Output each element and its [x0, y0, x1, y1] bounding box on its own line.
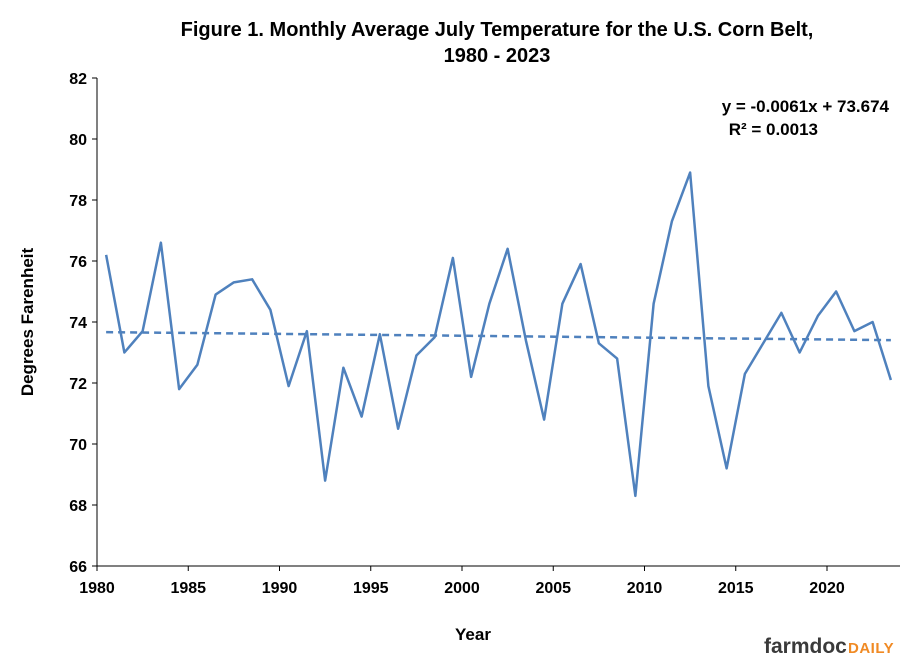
y-tick-label: 66	[69, 559, 87, 576]
brand-logo-daily: DAILY	[848, 640, 894, 657]
y-tick-label: 80	[69, 132, 87, 149]
x-tick-label: 2005	[535, 580, 571, 597]
trendline-r-squared: R² = 0.0013	[729, 120, 818, 139]
y-tick-label: 68	[69, 498, 87, 515]
y-tick-label: 72	[69, 376, 87, 393]
y-tick-label: 78	[69, 193, 87, 210]
x-tick-label: 1985	[170, 580, 206, 597]
x-tick-label: 2020	[809, 580, 845, 597]
x-tick-label: 1990	[262, 580, 298, 597]
chart-title-line-2: 1980 - 2023	[444, 45, 551, 67]
y-axis-title: Degrees Farenheit	[18, 247, 37, 396]
x-tick-label: 1980	[79, 580, 115, 597]
brand-logo-farmdoc: farmdoc	[764, 635, 847, 658]
y-tick-label: 70	[69, 437, 87, 454]
x-tick-label: 2010	[627, 580, 663, 597]
series-line-temperature	[104, 171, 893, 498]
x-tick-label: 1995	[353, 580, 389, 597]
brand-logo: farmdoc DAILY	[764, 635, 894, 658]
y-tick-label: 74	[69, 315, 87, 332]
x-tick-label: 2000	[444, 580, 480, 597]
y-tick-label: 82	[69, 71, 87, 88]
x-axis-ticks: 1980 1985 1990 1995 2000 2005 2010 2015 2020	[79, 566, 845, 597]
y-axis-ticks: 66 68 70 72 74 76 78 80 82	[69, 71, 97, 576]
y-tick-label: 76	[69, 254, 87, 271]
chart-title-line-1: Figure 1. Monthly Average July Temperatu…	[181, 19, 814, 41]
x-tick-label: 2015	[718, 580, 754, 597]
trendline	[106, 330, 891, 342]
trendline-equation: y = -0.0061x + 73.674	[722, 97, 890, 116]
x-axis-title: Year	[455, 625, 491, 644]
